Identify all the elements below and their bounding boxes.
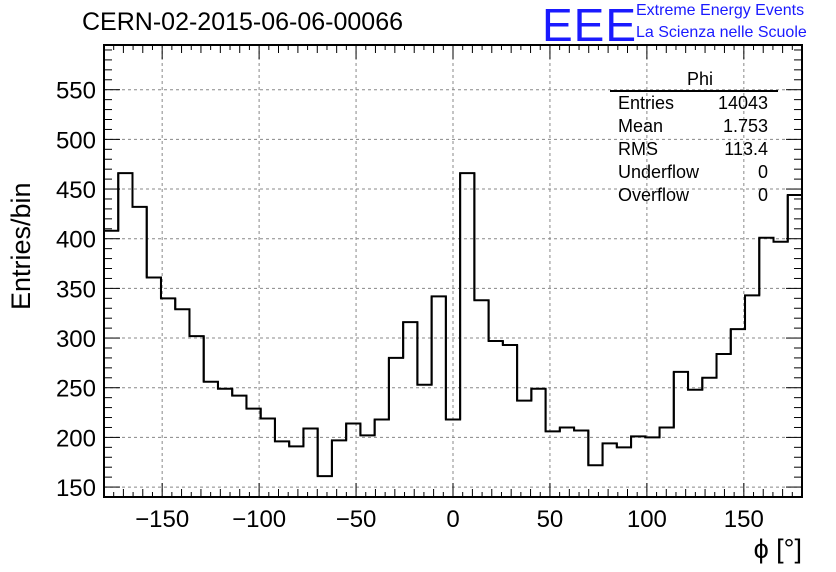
stats-value: 0: [757, 162, 768, 182]
y-tick-label: 350: [56, 276, 96, 303]
y-tick-label: 300: [56, 326, 96, 353]
histogram-bin: [175, 309, 189, 497]
histogram-bin: [759, 238, 773, 497]
histogram-bin: [375, 420, 389, 497]
histogram-bin: [717, 354, 731, 497]
histogram-bin: [204, 382, 218, 497]
y-tick-label: 450: [56, 177, 96, 204]
histogram-bin: [674, 372, 688, 497]
logo-subtitle-2: La Scienza nelle Scuole: [636, 24, 807, 41]
histogram-bin: [218, 389, 232, 497]
stats-title: Phi: [610, 68, 778, 92]
stats-value: 14043: [717, 93, 768, 113]
eee-logo: EEE: [542, 0, 638, 51]
histogram-bin: [631, 436, 645, 497]
stats-row: RMS 113.4: [610, 138, 778, 161]
histogram-bin: [660, 427, 674, 497]
histogram-bin: [531, 389, 545, 497]
x-tick-label: −100: [232, 506, 286, 533]
histogram-bin: [432, 296, 446, 497]
histogram-bin: [603, 443, 617, 497]
histogram-bin: [318, 476, 332, 497]
y-tick-label: 200: [56, 425, 96, 452]
stats-value: 1.753: [722, 116, 768, 136]
histogram-bin: [346, 423, 360, 497]
histogram-bin: [360, 435, 374, 497]
stats-box: Phi Entries 14043 Mean 1.753 RMS 113.4 Underfl…: [610, 68, 778, 207]
stats-value: 0: [757, 185, 768, 205]
y-tick-label: 150: [56, 475, 96, 502]
histogram-bin: [745, 295, 759, 497]
histogram-bin: [246, 409, 260, 497]
stats-label: Mean: [618, 116, 664, 136]
x-axis-label: ϕ [°]: [753, 534, 802, 564]
x-tick-label: 0: [446, 506, 459, 533]
stats-rows: Entries 14043 Mean 1.753 RMS 113.4 Underflow 0 O…: [610, 92, 778, 207]
stats-label: Entries: [618, 93, 675, 113]
histogram-bin: [147, 277, 161, 497]
histogram-bin: [517, 401, 531, 497]
y-tick-label: 500: [56, 127, 96, 154]
histogram-bin: [774, 242, 788, 497]
histogram-step-line: [104, 172, 802, 478]
histogram-bin: [389, 358, 403, 497]
histogram-bin: [560, 427, 574, 497]
logo-subtitle-1: Extreme Energy Events: [636, 2, 805, 19]
stats-label: Underflow: [618, 162, 700, 182]
stats-row: Entries 14043: [610, 92, 778, 115]
histogram-bin: [132, 207, 146, 497]
histogram-bin: [788, 195, 802, 497]
histogram-bin: [417, 385, 431, 497]
histogram-bin: [503, 345, 517, 497]
stats-value: 113.4: [724, 139, 768, 159]
histogram-bin: [189, 336, 203, 497]
histogram-bin: [731, 329, 745, 497]
histogram-bin: [261, 419, 275, 497]
x-tick-label: 150: [724, 506, 764, 533]
stats-row: Mean 1.753: [610, 115, 778, 138]
histogram-bin: [289, 446, 303, 497]
histogram-bin: [489, 341, 503, 497]
histogram-bin: [403, 322, 417, 497]
histogram-bin: [332, 440, 346, 497]
histogram-bin: [303, 428, 317, 497]
histogram-bin: [232, 396, 246, 497]
chart-title: CERN-02-2015-06-06-00066: [82, 8, 404, 36]
histogram-bin: [275, 441, 289, 497]
histogram-bin: [645, 437, 659, 497]
histogram-bin: [617, 447, 631, 497]
x-tick-label: −50: [336, 506, 377, 533]
stats-label: RMS: [618, 139, 658, 159]
y-tick-label: 250: [56, 376, 96, 403]
histogram-bin: [474, 300, 488, 497]
histogram-bin: [688, 390, 702, 497]
histogram-bin: [118, 173, 132, 497]
y-tick-label: 400: [56, 227, 96, 254]
x-tick-label: 100: [627, 506, 667, 533]
stats-row: Overflow 0: [610, 184, 778, 207]
histogram-bin: [574, 430, 588, 497]
y-tick-label: 550: [56, 78, 96, 105]
histogram-bin: [546, 431, 560, 497]
histogram-bin: [460, 173, 474, 497]
x-tick-label: 50: [537, 506, 564, 533]
stats-row: Underflow 0: [610, 161, 778, 184]
x-tick-label: −150: [135, 506, 189, 533]
histogram-bin: [702, 378, 716, 497]
stats-label: Overflow: [618, 185, 690, 205]
histogram-bin: [588, 465, 602, 497]
histogram-bin: [161, 298, 175, 497]
